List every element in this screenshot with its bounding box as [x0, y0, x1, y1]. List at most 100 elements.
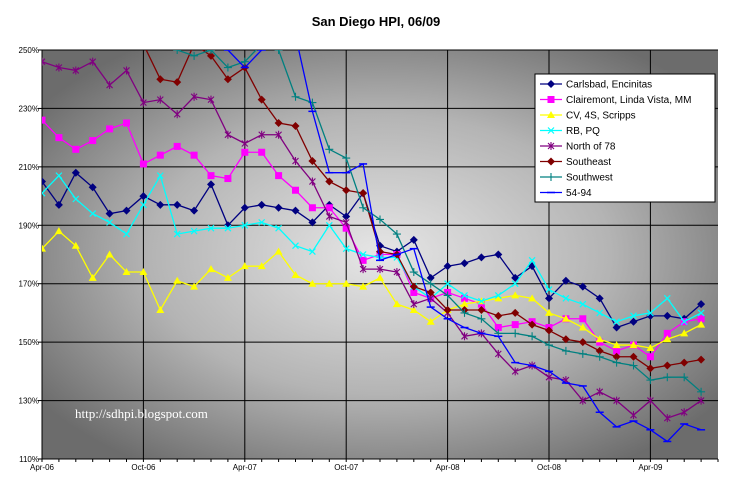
- data-point: [223, 63, 232, 72]
- data-point: [156, 200, 165, 209]
- data-point: [613, 318, 621, 326]
- data-point: [54, 227, 63, 235]
- data-point: [274, 119, 283, 128]
- legend-label: Southeast: [566, 157, 611, 168]
- data-point: [240, 57, 249, 66]
- data-point: [596, 387, 604, 396]
- legend-entry: Clairemont, Linda Vista, MM: [540, 95, 691, 106]
- data-point: [241, 221, 249, 229]
- y-tick-label: 110%: [19, 455, 39, 464]
- data-point: [325, 204, 333, 212]
- series-line: [42, 171, 702, 329]
- data-point: [106, 218, 114, 226]
- data-point: [274, 50, 283, 54]
- data-point: [122, 268, 131, 276]
- data-point: [258, 218, 266, 226]
- data-point: [494, 324, 502, 332]
- data-point: [275, 172, 283, 180]
- data-point: [646, 343, 655, 351]
- data-point: [680, 318, 688, 326]
- data-point: [460, 259, 469, 268]
- data-point: [190, 282, 199, 290]
- data-point: [207, 265, 215, 273]
- data-point: [561, 314, 570, 322]
- series-5: [72, 26, 706, 373]
- data-point: [223, 75, 232, 84]
- data-point: [426, 279, 435, 288]
- data-point: [105, 209, 114, 218]
- data-point: [190, 51, 199, 60]
- data-point: [190, 227, 198, 235]
- data-point: [42, 244, 46, 252]
- legend-entry: Southeast: [540, 157, 611, 168]
- data-point: [223, 273, 232, 281]
- x-tick-label: Apr-09: [638, 463, 663, 472]
- data-point: [410, 300, 418, 309]
- data-point: [443, 291, 452, 300]
- data-point: [72, 26, 80, 34]
- data-point: [578, 338, 587, 347]
- series-line: [145, 50, 702, 370]
- data-point: [139, 268, 148, 276]
- data-point: [309, 177, 316, 186]
- data-point: [680, 329, 689, 337]
- legend-entry: Southwest: [540, 173, 613, 184]
- x-tick-label: Oct-07: [334, 463, 359, 472]
- data-point: [55, 63, 63, 72]
- legend-marker-swatch: [547, 80, 555, 88]
- y-tick-label: 210%: [19, 163, 39, 172]
- series-3: [42, 172, 705, 326]
- data-point: [578, 349, 587, 358]
- data-point: [444, 280, 452, 288]
- series-line: [42, 173, 702, 323]
- data-point: [42, 177, 46, 186]
- legend: Carlsbad, Encinitas Clairemont, Linda Vis…: [534, 73, 716, 203]
- data-point: [325, 279, 334, 287]
- data-point: [72, 195, 80, 203]
- data-point: [443, 262, 452, 271]
- legend-entry: Carlsbad, Encinitas: [540, 80, 652, 91]
- legend-entry: CV, 4S, Scripps: [540, 111, 636, 122]
- data-point: [88, 183, 97, 192]
- data-point: [646, 353, 654, 361]
- legend-label: Southwest: [566, 173, 613, 184]
- x-tick-label: Apr-08: [436, 463, 461, 472]
- data-point: [426, 273, 435, 282]
- data-point: [511, 329, 520, 338]
- data-point: [461, 291, 468, 299]
- data-point: [140, 98, 147, 107]
- data-point: [630, 312, 637, 320]
- data-point: [359, 189, 368, 198]
- data-point: [292, 157, 299, 166]
- legend-marker-swatch: [547, 96, 555, 103]
- data-point: [123, 66, 130, 75]
- data-point: [207, 224, 215, 232]
- data-point: [646, 376, 655, 385]
- data-point: [359, 251, 367, 258]
- data-point: [612, 323, 621, 332]
- series-line: [226, 50, 702, 443]
- data-point: [105, 250, 114, 258]
- data-point: [173, 78, 182, 87]
- data-point: [578, 323, 587, 331]
- legend-marker-swatch: [547, 157, 555, 166]
- data-point: [494, 294, 503, 302]
- data-point: [106, 17, 114, 25]
- legend-label: Clairemont, Linda Vista, MM: [566, 95, 691, 106]
- data-point: [426, 288, 435, 297]
- data-point: [663, 329, 671, 337]
- data-point: [156, 306, 165, 314]
- data-point: [697, 387, 706, 396]
- data-point: [72, 66, 80, 75]
- data-point: [579, 300, 587, 308]
- data-point: [511, 291, 520, 299]
- data-point: [443, 306, 452, 315]
- data-point: [376, 215, 384, 224]
- data-point: [325, 177, 334, 186]
- data-point: [477, 297, 485, 305]
- data-point: [545, 286, 553, 293]
- data-point: [291, 121, 300, 130]
- data-point: [224, 224, 232, 232]
- legend-marker-swatch: [547, 127, 555, 134]
- data-point: [545, 294, 553, 303]
